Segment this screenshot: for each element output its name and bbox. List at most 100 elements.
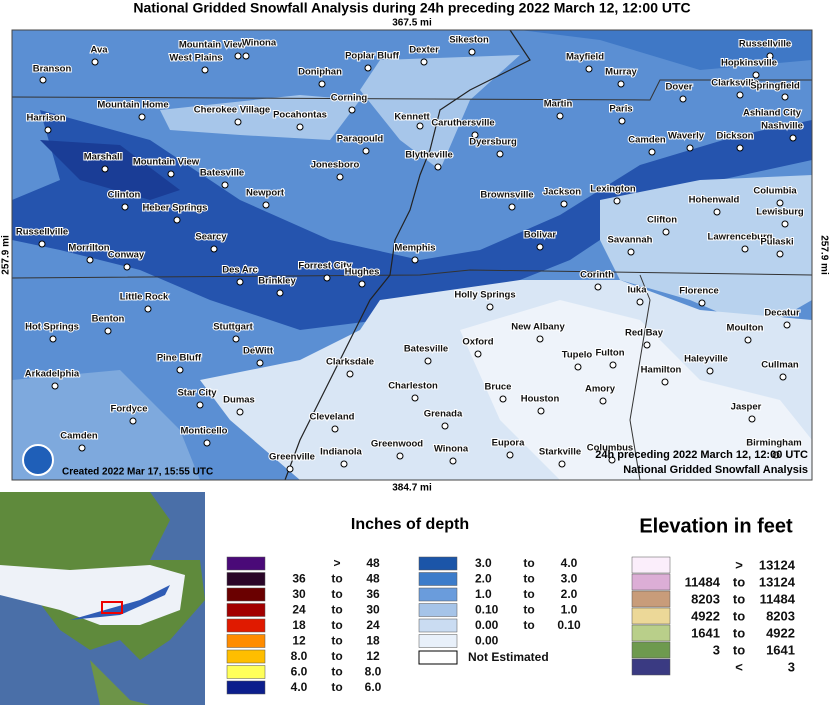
city-label: Des Arc bbox=[222, 265, 258, 276]
range-low: 0.00 bbox=[475, 634, 499, 648]
city-label: Camden bbox=[628, 135, 666, 146]
range-low: 30 bbox=[292, 587, 306, 601]
city-dot bbox=[594, 283, 602, 291]
city-dot bbox=[661, 378, 669, 386]
city-dot bbox=[585, 65, 593, 73]
scale-bottom: 384.7 mi bbox=[392, 483, 432, 494]
range-low: 36 bbox=[292, 572, 306, 586]
city-label: Murray bbox=[605, 67, 637, 78]
range-high: 12 bbox=[366, 649, 380, 663]
city-dot bbox=[44, 126, 52, 134]
city-label: Indianola bbox=[320, 447, 362, 458]
city-label: Newport bbox=[246, 188, 285, 199]
city-label: Red Bay bbox=[625, 328, 664, 339]
city-dot bbox=[331, 425, 339, 433]
snow-legend-title: Inches of depth bbox=[351, 516, 469, 533]
city-label: Star City bbox=[177, 388, 217, 399]
range-low: 8203 bbox=[691, 591, 720, 606]
city-label: Moulton bbox=[727, 323, 764, 334]
city-dot bbox=[608, 456, 616, 464]
city-label: Haleyville bbox=[684, 354, 728, 365]
city-dot bbox=[736, 144, 744, 152]
range-high: 13124 bbox=[759, 557, 796, 572]
state-border bbox=[11, 269, 813, 279]
range-low: 3.0 bbox=[475, 556, 492, 570]
range-sep: to bbox=[331, 572, 342, 586]
city-label: Conway bbox=[108, 250, 145, 261]
city-dot bbox=[232, 335, 240, 343]
range-high: 30 bbox=[366, 603, 380, 617]
city-dot bbox=[772, 451, 780, 459]
city-dot bbox=[336, 173, 344, 181]
city-dot bbox=[766, 52, 774, 60]
city-label: Morrilton bbox=[68, 243, 109, 254]
range-high: 18 bbox=[366, 634, 380, 648]
range-low: 4922 bbox=[691, 608, 720, 623]
city-dot bbox=[474, 350, 482, 358]
city-label: Dickson bbox=[717, 131, 754, 142]
city-dot bbox=[736, 91, 744, 99]
region bbox=[12, 30, 812, 70]
range-sep: to bbox=[733, 591, 745, 606]
city-dot bbox=[441, 422, 449, 430]
city-label: Dumas bbox=[223, 395, 255, 406]
city-dot bbox=[318, 80, 326, 88]
city-dot bbox=[364, 64, 372, 72]
city-dot bbox=[783, 321, 791, 329]
city-label: Forrest City bbox=[298, 261, 352, 272]
city-dot bbox=[618, 117, 626, 125]
swatch bbox=[631, 590, 671, 608]
range-low: 6.0 bbox=[291, 665, 308, 679]
city-label: Mayfield bbox=[566, 52, 604, 63]
range-sep: to bbox=[733, 625, 745, 640]
city-label: Birmingham bbox=[746, 438, 801, 449]
city-dot bbox=[101, 165, 109, 173]
city-label: Poplar Bluff bbox=[345, 51, 400, 62]
city-dot bbox=[776, 121, 784, 129]
city-label: Houston bbox=[521, 394, 560, 405]
light-region bbox=[460, 300, 812, 480]
city-label: Fordyce bbox=[111, 404, 148, 415]
city-dot bbox=[648, 148, 656, 156]
city-label: Fulton bbox=[595, 348, 624, 359]
range-high: 8.0 bbox=[365, 665, 382, 679]
range-low: 12 bbox=[292, 634, 306, 648]
city-dot bbox=[449, 457, 457, 465]
range-sep: < bbox=[735, 659, 743, 674]
range-high: 11484 bbox=[760, 591, 796, 606]
range-sep: to bbox=[331, 587, 342, 601]
heavy-band bbox=[12, 110, 812, 330]
city-label: Pulaski bbox=[760, 237, 793, 248]
range-high: 8203 bbox=[766, 608, 795, 623]
city-label: Clifton bbox=[647, 215, 677, 226]
city-label: Mountain View bbox=[133, 157, 200, 168]
city-dot bbox=[752, 71, 760, 79]
city-dot bbox=[486, 303, 494, 311]
city-dot bbox=[748, 415, 756, 423]
city-dot bbox=[471, 131, 479, 139]
overlay-period: 24h preceding 2022 March 12, 12:00 UTC bbox=[595, 449, 808, 461]
city-dot bbox=[396, 452, 404, 460]
created-note: Created 2022 Mar 17, 15:55 UTC bbox=[62, 467, 213, 478]
swatch bbox=[226, 665, 266, 679]
city-label: Blytheville bbox=[405, 150, 453, 161]
city-dot bbox=[234, 118, 242, 126]
city-dot bbox=[196, 401, 204, 409]
range-sep: to bbox=[331, 603, 342, 617]
swatch bbox=[631, 658, 671, 676]
city-dot bbox=[536, 335, 544, 343]
city-label: Hughes bbox=[345, 267, 380, 278]
city-label: Lexington bbox=[590, 184, 636, 195]
city-label: Jackson bbox=[543, 187, 581, 198]
city-label: Kennett bbox=[394, 112, 430, 123]
city-dot bbox=[210, 245, 218, 253]
city-dot bbox=[420, 58, 428, 66]
scale-top: 367.5 mi bbox=[392, 18, 432, 29]
city-dot bbox=[411, 394, 419, 402]
city-label: Cherokee Village bbox=[194, 105, 270, 116]
city-dot bbox=[574, 363, 582, 371]
city-dot bbox=[221, 181, 229, 189]
city-dot bbox=[416, 122, 424, 130]
